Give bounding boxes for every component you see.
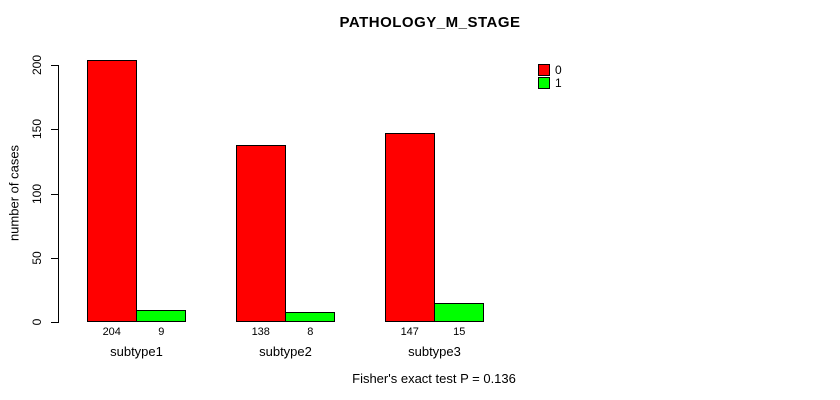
bar-count-value: 138: [251, 326, 270, 338]
legend: 0 1: [538, 64, 562, 90]
y-tick-label: 200: [30, 54, 44, 76]
y-tick-mark: [51, 258, 59, 259]
bar-group-subtype1: 204 9 subtype1: [87, 0, 186, 400]
bar-count-labels: 138 8: [236, 326, 335, 338]
bar-subtype2-stage0: [236, 145, 286, 322]
y-tick-mark: [51, 194, 59, 195]
y-tick-mark: [51, 129, 59, 130]
y-tick-label: 100: [30, 183, 44, 205]
x-category-label: subtype1: [110, 344, 163, 359]
x-category-label: subtype3: [408, 344, 461, 359]
legend-label: 0: [555, 63, 562, 77]
fisher-test-annotation: Fisher's exact test P = 0.136: [352, 371, 516, 386]
bar-group-subtype3: 147 15 subtype3: [385, 0, 484, 400]
y-tick-label: 50: [30, 251, 44, 265]
bar-count-value: 204: [102, 326, 121, 338]
y-tick-label: 0: [30, 318, 44, 326]
bar-count-value: 8: [307, 326, 314, 338]
legend-item-stage0: 0: [538, 64, 562, 76]
bar-count-labels: 147 15: [385, 326, 484, 338]
x-category-label: subtype2: [259, 344, 312, 359]
bar-subtype1-stage1: [136, 310, 186, 322]
legend-label: 1: [555, 76, 562, 90]
bar-count-value: 9: [158, 326, 165, 338]
bar-count-labels: 204 9: [87, 326, 186, 338]
bar-group-subtype2: 138 8 subtype2: [236, 0, 335, 400]
bar-count-value: 147: [400, 326, 419, 338]
legend-swatch-green: [538, 77, 550, 89]
bar-subtype2-stage1: [285, 312, 335, 322]
legend-item-stage1: 1: [538, 77, 562, 89]
y-tick-label: 150: [30, 118, 44, 140]
bar-subtype3-stage0: [385, 133, 435, 322]
chart-title: PATHOLOGY_M_STAGE: [339, 14, 521, 31]
bar-subtype1-stage0: [87, 60, 137, 322]
y-tick-mark: [51, 65, 59, 66]
y-tick-mark: [51, 322, 59, 323]
bar-subtype3-stage1: [434, 303, 484, 322]
y-axis-label: number of cases: [6, 144, 22, 242]
legend-swatch-red: [538, 64, 550, 76]
bar-count-value: 15: [453, 326, 466, 338]
